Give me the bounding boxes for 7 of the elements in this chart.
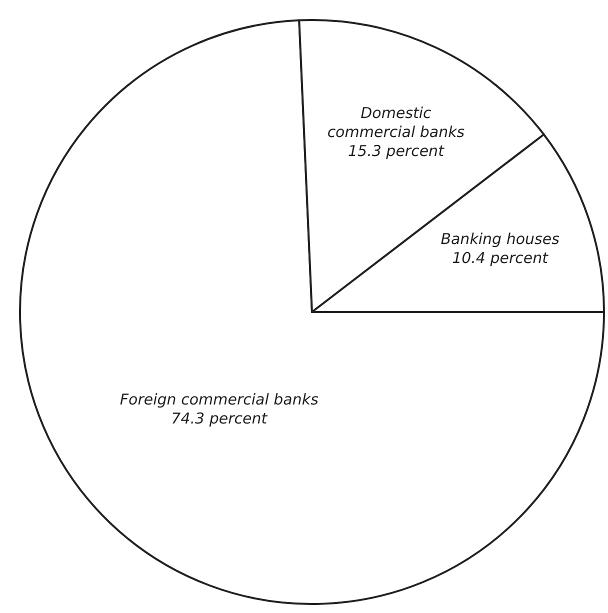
data-label: 74.3 percent [171, 410, 268, 428]
slice-label: Domestic commercial banks [327, 104, 465, 142]
pie-slice [19, 19, 605, 605]
data-label: 10.4 percent [452, 248, 550, 267]
slice-label: Foreign commercial banks [120, 390, 319, 409]
data-label: 15.3 percent [348, 142, 446, 160]
slice-label: Banking houses [440, 230, 560, 248]
